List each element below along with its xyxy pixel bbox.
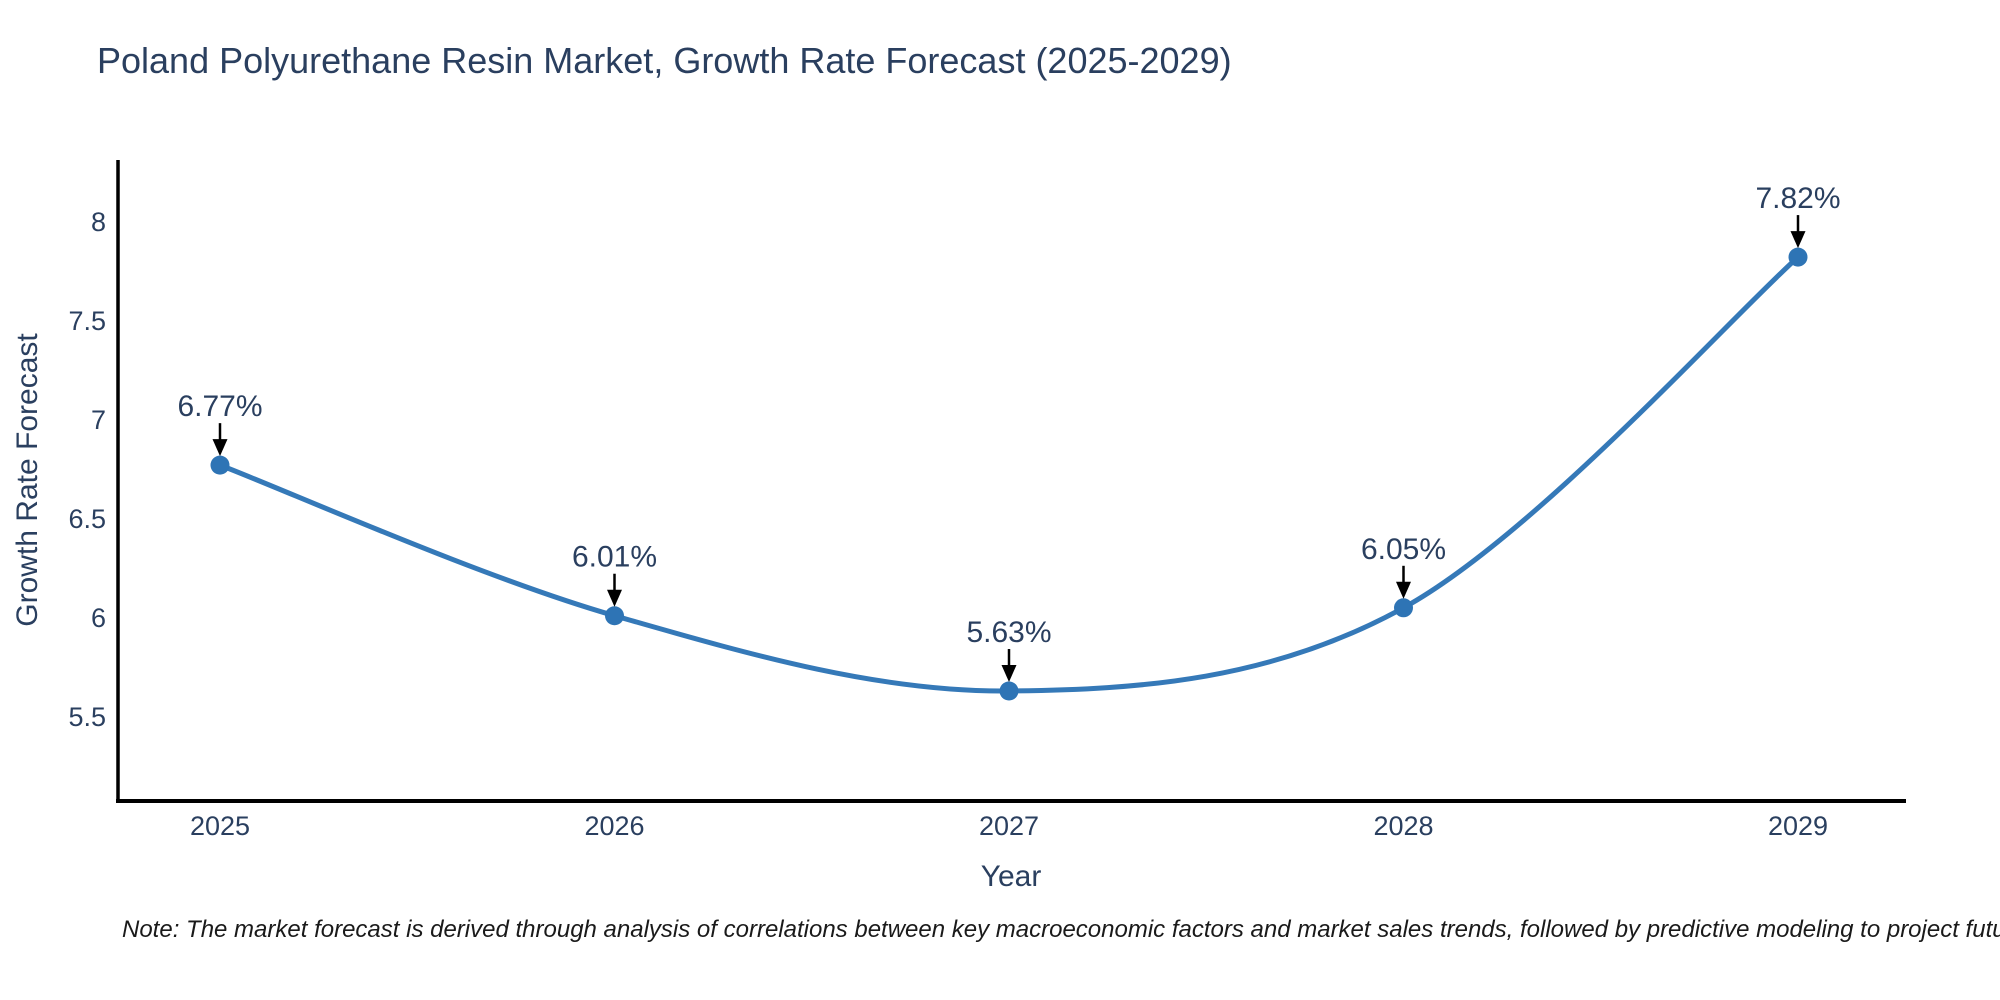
data-point-label: 6.77% <box>177 390 262 423</box>
series-line <box>217 254 1801 694</box>
y-tick-label: 8 <box>91 207 106 237</box>
data-point-marker <box>1394 598 1413 618</box>
annotation-arrow-head <box>1396 581 1411 599</box>
annotation-arrow-head <box>607 589 622 607</box>
x-tick-label: 2028 <box>1373 811 1433 841</box>
y-tick-label: 6 <box>91 603 106 633</box>
x-tick-label: 2027 <box>979 811 1039 841</box>
x-tick-label: 2025 <box>190 811 250 841</box>
x-tick-label: 2029 <box>1768 811 1828 841</box>
annotation-arrow-head <box>1790 231 1806 249</box>
data-point-marker <box>1788 247 1808 267</box>
y-tick-label: 7.5 <box>68 306 106 336</box>
annotation-arrow-head <box>1001 665 1017 683</box>
data-point-marker <box>999 681 1019 701</box>
chart-title: Poland Polyurethane Resin Market, Growth… <box>97 40 1232 81</box>
x-tick-label: 2026 <box>584 811 644 841</box>
y-tick-label: 6.5 <box>68 504 106 534</box>
x-axis-title: Year <box>980 860 1042 893</box>
y-tick-label: 5.5 <box>68 702 106 732</box>
data-point-label: 5.63% <box>966 616 1051 649</box>
annotation-arrow-head <box>212 439 228 457</box>
data-point-marker <box>605 606 624 626</box>
footnote: Note: The market forecast is derived thr… <box>122 916 2000 943</box>
y-tick-label: 7 <box>91 405 106 435</box>
data-point-label: 6.05% <box>1361 533 1446 566</box>
data-point-marker <box>210 455 230 475</box>
data-point-label: 6.01% <box>572 541 657 574</box>
data-point-label: 7.82% <box>1755 182 1840 215</box>
